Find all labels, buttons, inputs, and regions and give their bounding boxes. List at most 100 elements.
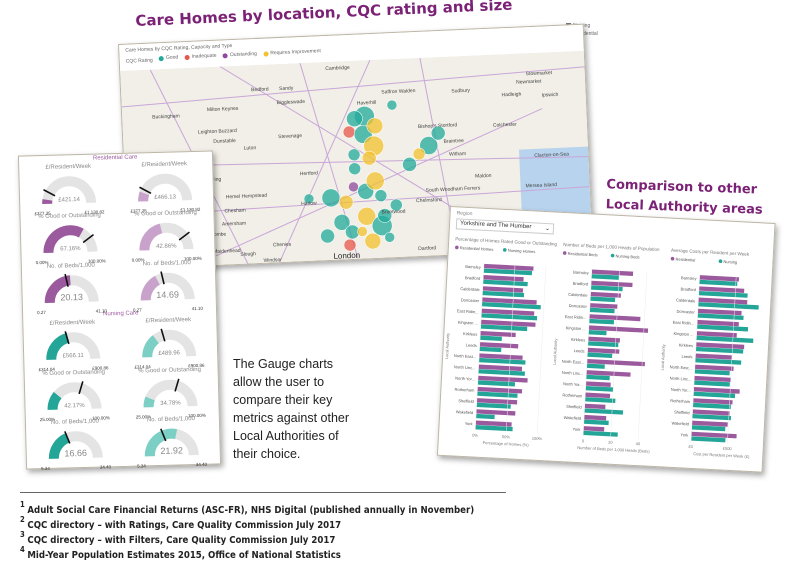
gauge[interactable]: No. of Beds/1,000 20.13 0.27 41.10 — [26, 262, 117, 316]
bar[interactable] — [477, 386, 523, 394]
bar[interactable] — [693, 387, 740, 394]
bar[interactable] — [584, 403, 606, 410]
bar[interactable] — [590, 296, 616, 303]
bar[interactable] — [587, 352, 613, 358]
bar[interactable] — [479, 342, 519, 349]
bar[interactable] — [693, 380, 730, 387]
region-dropdown[interactable]: Yorkshire and The Humber ⌄ — [455, 218, 555, 235]
bar[interactable] — [695, 346, 744, 354]
bar[interactable] — [591, 274, 620, 280]
care-home-bubble[interactable] — [386, 99, 398, 111]
bar[interactable] — [697, 308, 742, 316]
bar[interactable] — [698, 302, 759, 310]
bar[interactable] — [480, 330, 516, 338]
gauge[interactable]: % Good or Outstanding 67.16% 0.00% 100.00% — [24, 212, 115, 266]
bar[interactable] — [587, 341, 619, 348]
bar[interactable] — [583, 419, 609, 426]
gauge[interactable]: £/Resident/Week £489.96 £314.04 £900.86 — [123, 317, 214, 371]
bar[interactable] — [482, 286, 524, 293]
bar[interactable] — [478, 364, 523, 372]
bar[interactable] — [588, 325, 649, 333]
bar[interactable] — [589, 314, 641, 322]
bar[interactable] — [483, 275, 524, 282]
legend-good[interactable]: Good — [158, 54, 178, 61]
care-home-bubble[interactable] — [364, 232, 382, 250]
bar[interactable] — [584, 397, 616, 404]
bar[interactable] — [481, 308, 535, 316]
care-home-bubble[interactable] — [303, 193, 315, 205]
gauge[interactable]: £/Resident/Week £421.14 £377.25 £1,130.82 — [23, 163, 114, 217]
gauge[interactable]: £/Resident/Week £566.11 £314.04 £900.86 — [27, 319, 118, 373]
gauge[interactable]: No. of Beds/1,000 21.92 5.34 34.40 — [126, 416, 217, 470]
bar[interactable] — [698, 290, 748, 298]
care-home-bubble[interactable] — [419, 136, 438, 155]
bar[interactable] — [695, 342, 745, 350]
care-home-bubble[interactable] — [377, 208, 392, 223]
bar[interactable] — [482, 279, 528, 287]
bar[interactable] — [691, 436, 726, 443]
bar[interactable] — [695, 358, 742, 365]
bar[interactable] — [696, 335, 754, 343]
care-home-bubble[interactable] — [384, 232, 395, 243]
bar[interactable] — [590, 285, 623, 292]
care-home-bubble[interactable] — [342, 125, 356, 139]
legend-requires-improvement[interactable]: Requires Improvement — [263, 48, 321, 57]
bar[interactable] — [692, 413, 732, 421]
care-home-bubble[interactable] — [320, 228, 335, 244]
bar[interactable] — [475, 425, 513, 432]
care-home-bubble[interactable] — [346, 110, 363, 128]
care-home-bubble[interactable] — [357, 226, 368, 237]
care-home-bubble[interactable] — [333, 214, 351, 231]
bar[interactable] — [483, 263, 534, 271]
bar[interactable] — [477, 375, 528, 383]
bar[interactable] — [585, 385, 614, 392]
bar[interactable] — [477, 380, 516, 387]
bar[interactable] — [589, 318, 615, 325]
bar[interactable] — [477, 391, 518, 398]
bar[interactable] — [586, 374, 610, 381]
care-home-bubble[interactable] — [430, 125, 446, 141]
bar[interactable] — [692, 402, 731, 410]
care-home-bubble[interactable] — [366, 117, 384, 135]
care-home-bubble[interactable] — [338, 194, 354, 210]
bar[interactable] — [476, 398, 518, 405]
care-home-bubble[interactable] — [402, 157, 417, 172]
bar[interactable] — [694, 364, 734, 371]
bar[interactable] — [589, 307, 615, 314]
bar[interactable] — [693, 398, 733, 405]
gauge[interactable]: % Good or Outstanding 34.78% 25.00% 100.00% — [125, 367, 216, 421]
care-home-bubble[interactable] — [348, 162, 361, 176]
bar[interactable] — [481, 302, 541, 310]
care-home-bubble[interactable] — [361, 150, 377, 166]
care-home-bubble[interactable] — [390, 198, 403, 212]
bar[interactable] — [478, 369, 525, 376]
gauge[interactable]: No. of Beds/1,000 16.66 5.34 34.40 — [30, 418, 121, 472]
bar[interactable] — [591, 269, 634, 276]
care-home-bubble[interactable] — [374, 189, 388, 202]
bar[interactable] — [694, 375, 731, 383]
bar[interactable] — [589, 303, 618, 309]
bar[interactable] — [586, 358, 645, 367]
gauge[interactable]: £/Resident/Week £466.13 £377.25 £1,130.82 — [119, 161, 210, 215]
bar[interactable] — [691, 420, 728, 427]
care-home-bubble[interactable] — [412, 147, 426, 161]
bar[interactable] — [696, 331, 737, 338]
bar[interactable] — [585, 381, 611, 387]
legend-outstanding[interactable]: Outstanding — [222, 51, 257, 58]
bar[interactable] — [476, 409, 516, 416]
bar[interactable] — [697, 313, 744, 321]
bar[interactable] — [693, 391, 736, 399]
bar[interactable] — [483, 268, 533, 276]
legend-inadequate[interactable]: Inadequate — [184, 53, 217, 60]
care-home-bubble[interactable] — [321, 188, 341, 208]
bar[interactable] — [478, 357, 526, 365]
bar[interactable] — [699, 279, 738, 287]
bar[interactable] — [586, 363, 605, 369]
bar[interactable] — [475, 413, 495, 420]
bar[interactable] — [697, 319, 739, 327]
bar[interactable] — [699, 275, 740, 282]
bar[interactable] — [587, 347, 620, 354]
gauge[interactable]: % Good or Outstanding 42.86% 0.00% 100.00% — [120, 210, 211, 264]
bar[interactable] — [479, 346, 502, 353]
bar[interactable] — [482, 297, 537, 305]
